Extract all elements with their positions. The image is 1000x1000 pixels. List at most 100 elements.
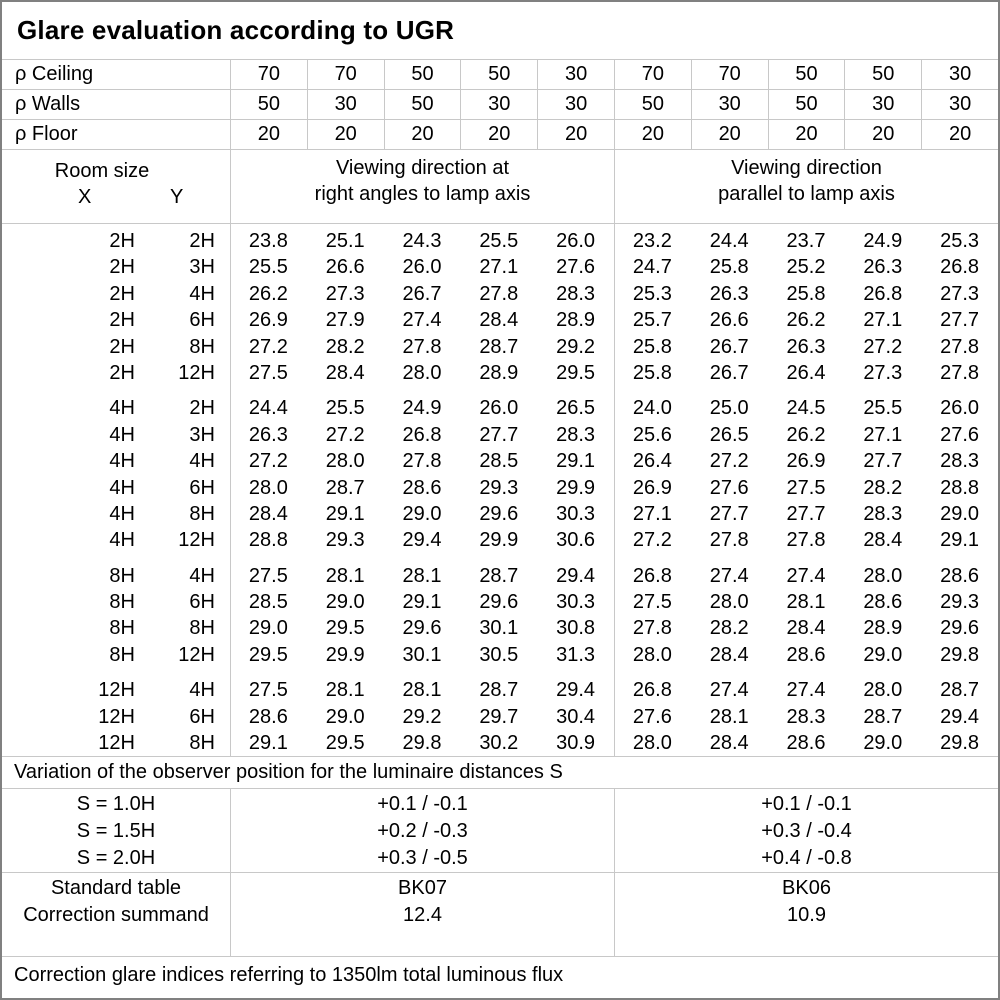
ugr-value: 29.5 [325, 617, 365, 640]
room-size-cell: 8H 6H [2, 589, 230, 615]
room-x-value: 2H [109, 309, 135, 332]
ugr-value: 28.6 [940, 564, 980, 587]
ugr-value: 29.0 [863, 643, 903, 666]
group-header-line: right angles to lamp axis [314, 183, 531, 205]
ugr-value: 26.4 [786, 361, 826, 384]
reflectance-value: 50 [460, 60, 537, 89]
ugr-value: 23.8 [248, 230, 288, 252]
reflectance-row: ρ Floor 20 20 20 20 20 20 20 20 20 20 [2, 120, 998, 150]
ugr-value: 27.8 [632, 617, 672, 640]
ugr-value: 24.3 [402, 230, 442, 252]
ugr-value: 27.6 [632, 705, 672, 728]
reflectance-value: 20 [230, 120, 307, 149]
room-x-value: 2H [109, 282, 135, 305]
ugr-value: 28.5 [479, 450, 519, 473]
page-title: Glare evaluation according to UGR [17, 15, 455, 45]
ugr-value: 28.4 [325, 361, 365, 384]
ugr-value: 27.2 [248, 450, 288, 473]
ugr-value: 26.3 [709, 282, 749, 305]
ugr-value: 28.3 [863, 502, 903, 525]
spacing-correction-value: +0.4 / -0.8 [761, 847, 852, 869]
reflectance-value: 50 [230, 90, 307, 119]
ugr-value: 30.5 [479, 643, 519, 666]
correction-summand-value: 12.4 [403, 904, 442, 926]
room-x-value: 8H [109, 591, 135, 614]
ugr-value: 29.7 [479, 705, 519, 728]
room-y-value: 12H [178, 529, 215, 552]
ugr-value: 27.5 [248, 564, 288, 587]
standard-values-right-angles: BK07 12.4 [230, 873, 614, 956]
reflectance-value: 30 [921, 60, 998, 89]
room-y-value: 4H [189, 282, 215, 305]
ugr-value: 26.8 [632, 679, 672, 702]
ugr-value: 26.7 [709, 335, 749, 358]
ugr-value: 30.6 [556, 529, 596, 552]
ugr-table-body: 2H 2H 23.8 25.1 24.3 25.5 26.0 23.2 24.4 23.7 24.9… [2, 224, 998, 757]
ugr-value: 29.1 [402, 591, 442, 614]
ugr-value: 27.4 [709, 679, 749, 702]
ugr-value: 30.4 [556, 705, 596, 728]
ugr-value: 27.9 [325, 309, 365, 332]
room-size-cell: 2H 8H [2, 334, 230, 360]
reflectance-row: ρ Ceiling 70 70 50 50 30 70 70 50 50 30 [2, 60, 998, 90]
ugr-value: 30.2 [479, 732, 519, 755]
ugr-value: 29.8 [940, 732, 980, 755]
ugr-value: 27.5 [786, 476, 826, 499]
ugr-value: 29.1 [556, 450, 596, 473]
reflectance-value: 50 [844, 60, 921, 89]
ugr-value: 29.1 [248, 732, 288, 755]
room-y-value: 6H [189, 591, 215, 614]
ugr-value: 25.7 [632, 309, 672, 332]
reflectance-value: 20 [614, 120, 691, 149]
ugr-row: 8H 12H 29.5 29.9 30.1 30.5 31.3 28.0 28.4 28.6 29.… [2, 642, 998, 668]
ugr-value: 27.8 [479, 282, 519, 305]
ugr-value: 26.0 [556, 230, 596, 252]
room-y-value: 8H [189, 732, 215, 755]
room-x-value: 2H [109, 361, 135, 384]
ugr-value: 27.1 [479, 256, 519, 279]
ugr-value: 29.6 [402, 617, 442, 640]
ugr-row: 4H 12H 28.8 29.3 29.4 29.9 30.6 27.2 27.8 27.8 28.… [2, 527, 998, 553]
room-size-cell: 12H 4H [2, 677, 230, 703]
ugr-value: 27.7 [940, 309, 980, 332]
ugr-value: 28.4 [786, 617, 826, 640]
ugr-value: 29.3 [940, 591, 980, 614]
spacing-correction-block: S = 1.0H S = 1.5H S = 2.0H +0.1 / -0.1 +… [2, 789, 998, 873]
ugr-value: 27.8 [940, 335, 980, 358]
reflectance-value: 30 [460, 90, 537, 119]
ugr-value: 28.9 [479, 361, 519, 384]
ugr-value: 29.4 [402, 529, 442, 552]
title-row: Glare evaluation according to UGR [2, 2, 998, 60]
ugr-value: 26.5 [556, 397, 596, 420]
ugr-value: 27.1 [863, 423, 903, 446]
ugr-value: 28.8 [940, 476, 980, 499]
ugr-value: 30.3 [556, 591, 596, 614]
ugr-value: 29.9 [556, 476, 596, 499]
ugr-value: 28.5 [248, 591, 288, 614]
ugr-value: 24.4 [709, 230, 749, 252]
ugr-block: 2H 2H 23.8 25.1 24.3 25.5 26.0 23.2 24.4 23.7 24.9… [2, 228, 998, 386]
ugr-value: 28.1 [325, 564, 365, 587]
ugr-value: 27.7 [863, 450, 903, 473]
ugr-value: 28.0 [325, 450, 365, 473]
room-x-value: 2H [109, 335, 135, 358]
ugr-value: 28.7 [325, 476, 365, 499]
ugr-value: 27.6 [556, 256, 596, 279]
ugr-value: 26.5 [709, 423, 749, 446]
ugr-value: 29.5 [556, 361, 596, 384]
ugr-value: 28.0 [632, 732, 672, 755]
room-y-value: 4H [189, 450, 215, 473]
ugr-value: 28.6 [786, 643, 826, 666]
ugr-value: 27.7 [786, 502, 826, 525]
ugr-value: 28.0 [248, 476, 288, 499]
ugr-value: 29.3 [479, 476, 519, 499]
room-x-value: 12H [98, 679, 135, 702]
room-x-value: 4H [109, 476, 135, 499]
ugr-value: 29.8 [402, 732, 442, 755]
ugr-value: 24.9 [402, 397, 442, 420]
ugr-value: 26.8 [632, 564, 672, 587]
room-size-cell: 12H 8H [2, 730, 230, 756]
standard-table-block: Standard table Correction summand BK07 1… [2, 873, 998, 957]
ugr-row: 2H 2H 23.8 25.1 24.3 25.5 26.0 23.2 24.4 23.7 24.9… [2, 228, 998, 254]
ugr-value: 28.4 [709, 643, 749, 666]
